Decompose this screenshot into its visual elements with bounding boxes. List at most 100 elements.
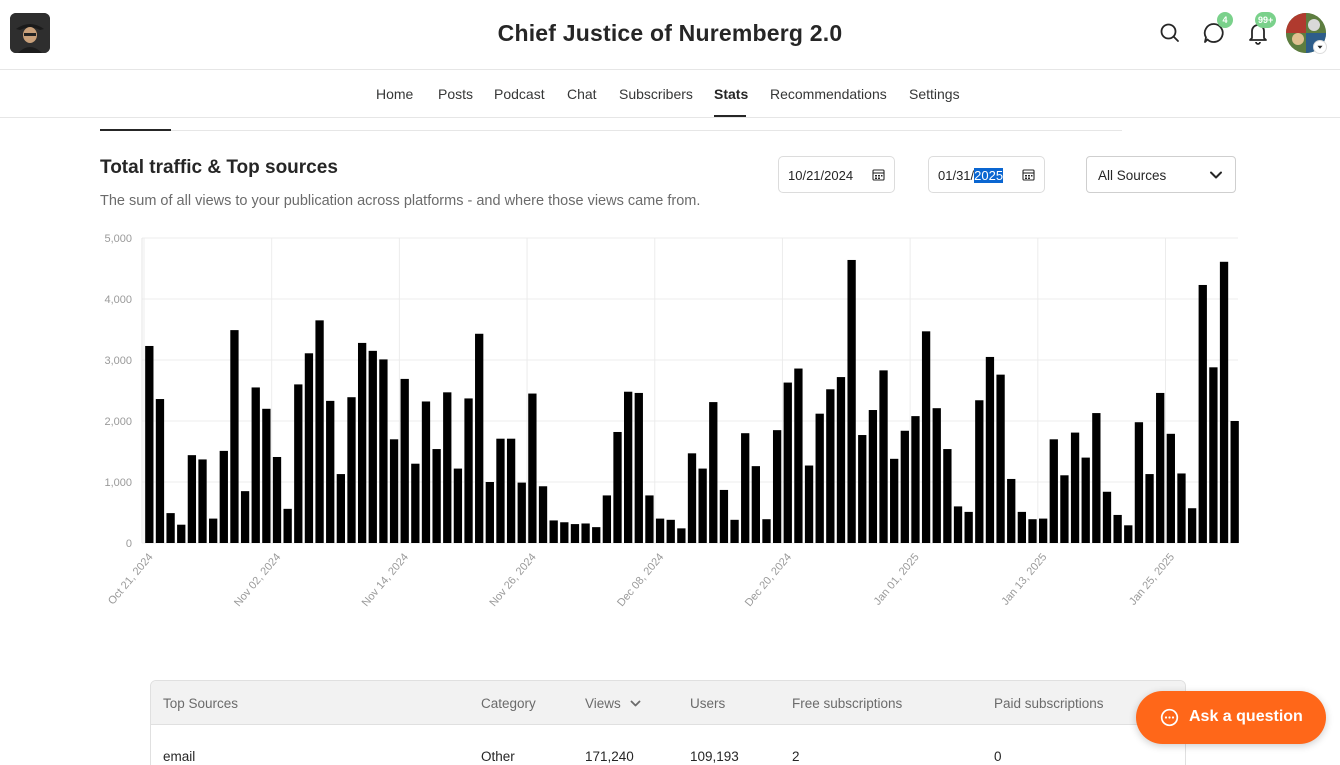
start-date-value: 10/21/2024	[788, 168, 854, 183]
chart-bar	[985, 356, 995, 543]
chart-bar	[953, 506, 963, 543]
chart-bar	[219, 450, 228, 543]
chart-bar	[858, 435, 867, 543]
chart-bar	[400, 378, 409, 543]
chart-bar	[1081, 457, 1090, 543]
chart-bar	[528, 393, 537, 543]
chart-bar	[326, 400, 335, 543]
chart-bar	[1156, 392, 1165, 543]
x-tick-label: Jan 13, 2025	[999, 551, 1049, 607]
chart-bar	[570, 524, 580, 543]
chart-bar	[294, 384, 303, 543]
chart-bar	[719, 489, 729, 543]
chart-bar	[890, 458, 899, 543]
chart-bar	[794, 368, 803, 543]
nav-subscribers[interactable]: Subscribers	[619, 86, 693, 102]
chart-bar	[847, 259, 856, 543]
chart-bar	[900, 430, 909, 543]
nav-podcast[interactable]: Podcast	[494, 86, 545, 102]
start-date-input[interactable]: 10/21/2024	[778, 156, 895, 193]
section-title: Total traffic & Top sources	[100, 157, 338, 178]
chart-bar	[1102, 491, 1112, 543]
cell-users: 109,193	[690, 749, 739, 764]
source-select[interactable]: All Sources	[1086, 156, 1236, 193]
nav-active-indicator	[714, 115, 746, 117]
chevron-down-icon[interactable]	[1313, 40, 1327, 54]
nav-home[interactable]: Home	[376, 86, 414, 102]
x-tick-label: Nov 14, 2024	[360, 551, 411, 609]
chart-bar	[932, 408, 941, 543]
chart-bar	[868, 410, 878, 543]
chart-bar	[634, 392, 643, 543]
chart-bar	[911, 416, 920, 543]
cell-category: Other	[481, 749, 515, 764]
chart-bar	[517, 482, 526, 543]
nav-chat[interactable]: Chat	[567, 86, 597, 102]
calendar-icon[interactable]	[1022, 168, 1035, 181]
end-date-input[interactable]: 01/31/2025	[928, 156, 1045, 193]
chart-bar	[741, 433, 750, 543]
col-top-sources[interactable]: Top Sources	[163, 696, 239, 711]
nav-settings[interactable]: Settings	[909, 86, 960, 102]
nav-posts[interactable]: Posts	[438, 86, 474, 102]
chart-bar	[155, 399, 165, 543]
dashboard-nav: Home Posts Podcast Chat Subscribers Stat…	[0, 70, 1340, 118]
chart-bar	[347, 397, 356, 543]
publication-logo[interactable]	[10, 13, 50, 53]
chart-bar	[943, 449, 952, 543]
top-sources-table: Top Sources Category Views Users Free su…	[150, 680, 1186, 765]
ask-question-button[interactable]: Ask a question	[1136, 691, 1326, 744]
chart-bar	[560, 522, 569, 543]
chart-bar	[538, 486, 548, 543]
end-date-selected-year: 2025	[974, 168, 1004, 183]
chart-bar	[1145, 474, 1154, 543]
publication-title[interactable]: Chief Justice of Nuremberg 2.0	[497, 20, 843, 46]
source-select-value: All Sources	[1098, 168, 1167, 183]
cell-free-subscriptions: 2	[792, 749, 800, 764]
chart-bar	[368, 350, 377, 543]
section-description: The sum of all views to your publication…	[100, 193, 701, 209]
chart-bar	[475, 333, 484, 543]
search-icon[interactable]	[1157, 20, 1183, 46]
chart-bar	[698, 468, 707, 543]
chart-bar	[336, 474, 346, 543]
chart-bar	[198, 459, 207, 543]
nav-stats[interactable]: Stats	[714, 86, 749, 102]
chart-bar	[687, 453, 697, 543]
chart-bar	[1177, 473, 1186, 543]
cell-views: 171,240	[585, 749, 634, 764]
chart-bar	[762, 519, 771, 543]
chart-bar	[1219, 261, 1229, 543]
nav-recommendations[interactable]: Recommendations	[770, 86, 887, 102]
y-tick-label: 0	[126, 538, 132, 550]
col-users[interactable]: Users	[690, 696, 726, 711]
top-bar: Chief Justice of Nuremberg 2.0 4 99+	[0, 0, 1340, 70]
chart-bar	[975, 400, 984, 543]
chart-bar	[549, 520, 558, 543]
chart-bar	[836, 377, 846, 543]
col-views[interactable]: Views	[585, 696, 641, 711]
chart-bar	[1017, 511, 1027, 543]
chart-bar	[209, 518, 218, 543]
x-tick-label: Jan 25, 2025	[1127, 551, 1177, 607]
chart-bar	[1198, 284, 1207, 543]
col-free-subscriptions[interactable]: Free subscriptions	[792, 696, 903, 711]
chevron-down-icon	[1210, 171, 1222, 179]
col-category[interactable]: Category	[481, 696, 536, 711]
chart-bar	[177, 524, 186, 543]
chart-bar	[283, 508, 292, 543]
chart-bar	[187, 455, 197, 543]
chart-bar	[251, 387, 260, 543]
table-header: Top Sources Category Views Users Free su…	[151, 681, 1185, 725]
chart-bar	[772, 430, 782, 543]
chart-bar	[1209, 367, 1218, 543]
sort-desc-icon	[630, 700, 640, 707]
chart-bar	[1060, 475, 1069, 543]
chart-bar	[1092, 413, 1101, 543]
chart-bar	[1028, 519, 1037, 543]
chart-bar	[272, 456, 282, 543]
col-paid-subscriptions[interactable]: Paid subscriptions	[994, 696, 1104, 711]
y-tick-label: 2,000	[104, 416, 132, 428]
chat-icon[interactable]	[1201, 20, 1227, 46]
calendar-icon[interactable]	[872, 168, 885, 181]
